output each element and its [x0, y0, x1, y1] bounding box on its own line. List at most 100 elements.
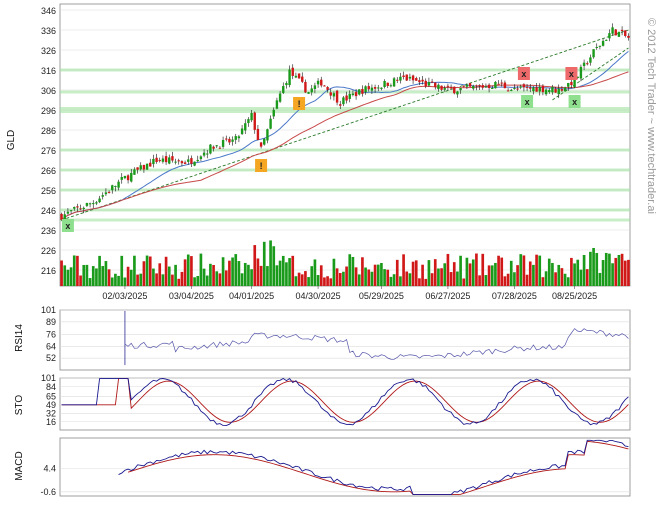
- volume-bar: [589, 251, 592, 286]
- volume-bar: [307, 277, 310, 286]
- volume-bar: [221, 257, 225, 286]
- volume-bar: [421, 264, 424, 286]
- volume-bar: [88, 278, 92, 286]
- volume-bar: [427, 260, 431, 286]
- candle-body: [503, 82, 507, 89]
- candle-body: [329, 92, 332, 96]
- macd-tick-label: -0.6: [40, 487, 56, 497]
- candle-body: [101, 195, 104, 197]
- volume-bar: [183, 259, 187, 286]
- candle-body: [288, 69, 291, 86]
- candle-body: [272, 109, 275, 117]
- x-tick-label: 02/03/2025: [102, 291, 147, 301]
- volume-bar: [357, 274, 361, 286]
- volume-bar: [145, 255, 149, 286]
- volume-bar: [126, 266, 130, 286]
- candle-body: [494, 81, 497, 89]
- support-band: [60, 90, 630, 94]
- candle-body: [123, 175, 127, 179]
- volume-bar: [503, 276, 507, 286]
- volume-bar: [228, 260, 231, 286]
- signal-marker-buy: [568, 95, 581, 108]
- candle-body: [225, 138, 228, 140]
- x-tick-label: 06/27/2025: [425, 291, 470, 301]
- volume-bar: [247, 264, 250, 286]
- volume-bar: [522, 255, 526, 286]
- volume-bar: [497, 255, 500, 286]
- volume-bar: [433, 259, 437, 286]
- volume-bar: [513, 272, 516, 286]
- candle-body: [608, 33, 611, 39]
- sto-tick-label: 32: [46, 409, 56, 419]
- volume-bar: [123, 277, 127, 286]
- volume-bar: [348, 254, 352, 286]
- volume-bar: [430, 273, 434, 286]
- candle-body: [446, 85, 450, 87]
- price-tick-label: 336: [41, 26, 56, 36]
- volume-bar: [424, 278, 428, 286]
- volume-bar: [395, 259, 399, 286]
- candle-body: [183, 162, 187, 164]
- volume-bar: [566, 277, 570, 286]
- candle-body: [126, 175, 130, 181]
- candle-body: [392, 78, 396, 87]
- candle-body: [424, 80, 427, 87]
- volume-bar: [471, 259, 475, 286]
- candle-body: [560, 89, 564, 91]
- volume-bar: [224, 270, 228, 286]
- candle-body: [389, 85, 393, 87]
- price-tick-label: 266: [41, 166, 56, 176]
- candle-body: [190, 158, 193, 164]
- volume-bar: [60, 260, 63, 286]
- volume-bar: [516, 265, 519, 286]
- volume-bar: [437, 268, 440, 286]
- volume-bar: [256, 258, 260, 286]
- volume-bar: [614, 257, 618, 286]
- candle-body: [82, 207, 85, 209]
- signal-marker-label: x: [572, 97, 577, 107]
- candle-body: [605, 39, 608, 41]
- volume-bar: [117, 275, 120, 286]
- volume-bar: [326, 276, 329, 286]
- price-tick-label: 276: [41, 146, 56, 156]
- candle-body: [620, 29, 624, 32]
- volume-bar: [342, 271, 345, 286]
- candle-body: [434, 82, 437, 87]
- candle-body: [73, 207, 76, 209]
- candle-body: [193, 161, 196, 166]
- volume-bar: [95, 268, 98, 286]
- volume-bar: [110, 277, 114, 286]
- candle-body: [601, 40, 605, 46]
- candle-body: [405, 74, 408, 81]
- sto-k-line: [61, 377, 629, 426]
- volume-bar: [66, 269, 70, 286]
- sto-tick-label: 16: [46, 417, 56, 427]
- candle-body: [234, 136, 237, 140]
- candle-body: [98, 198, 101, 203]
- volume-bar: [202, 268, 206, 286]
- candle-body: [149, 162, 152, 167]
- support-band: [60, 148, 630, 152]
- macd-signal-line: [127, 440, 629, 496]
- volume-bar: [237, 261, 241, 286]
- candle-body: [212, 146, 215, 149]
- x-tick-label: 03/04/2025: [169, 291, 214, 301]
- candle-body: [453, 86, 456, 94]
- volume-bar: [443, 263, 447, 286]
- candle-body: [497, 83, 500, 85]
- candle-body: [104, 192, 108, 195]
- x-tick-label: 07/28/2025: [492, 291, 537, 301]
- volume-bar: [449, 272, 453, 286]
- candle-body: [320, 79, 323, 86]
- volume-bar: [253, 245, 257, 286]
- candle-body: [367, 86, 370, 90]
- volume-bar: [304, 271, 307, 286]
- signal-marker-label: !: [298, 99, 301, 109]
- rsi-tick-label: 64: [46, 341, 56, 351]
- candle-body: [418, 80, 421, 83]
- candle-body: [221, 140, 225, 147]
- candle-body: [120, 177, 123, 180]
- candle-body: [592, 49, 595, 58]
